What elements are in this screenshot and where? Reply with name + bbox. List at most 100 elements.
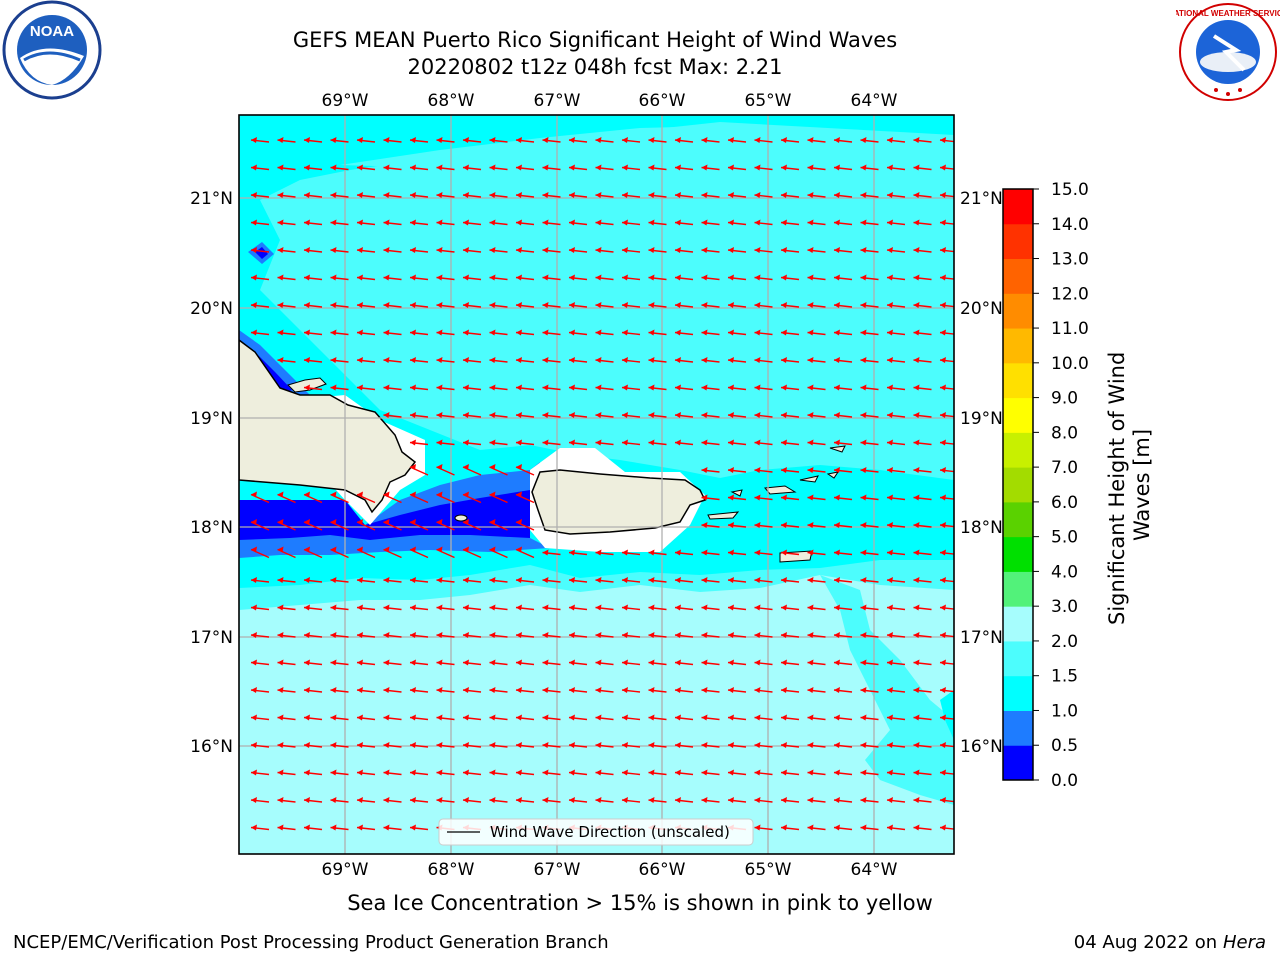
wave-direction-arrowhead [622, 742, 628, 748]
wave-direction-arrowhead [304, 247, 310, 253]
wave-direction-arrowhead [887, 769, 893, 776]
wave-direction-arrowhead [489, 384, 496, 391]
wave-direction-arrowhead [834, 687, 840, 693]
wave-direction-arrowhead [887, 247, 893, 253]
wave-direction-arrowhead [807, 769, 814, 776]
forecast-subtitle: 20220802 t12z 048h fcst Max: 2.21 [407, 55, 783, 79]
wave-direction-arrowhead [516, 464, 522, 470]
wave-direction-arrowhead [807, 357, 814, 363]
wave-direction-arrowhead [542, 219, 549, 226]
wave-direction-arrowhead [489, 659, 496, 666]
wave-direction-arrowhead [754, 384, 761, 391]
wave-direction-arrowhead [595, 742, 602, 748]
wave-direction-arrowhead [807, 494, 814, 501]
wave-direction-arrowhead [860, 742, 867, 748]
wave-direction-arrowhead [887, 604, 893, 611]
wave-direction-arrowhead [648, 797, 655, 803]
wave-direction-arrowhead [436, 797, 443, 803]
wave-direction-arrowhead [887, 219, 893, 226]
wave-direction-arrowhead [330, 192, 337, 198]
wave-direction-arrowhead [701, 577, 708, 583]
colorbar-tick-labels: 15.0 14.0 13.0 12.0 11.0 10.0 9.0 8.0 7.0 6.0 5.0 4… [1033, 180, 1089, 791]
plot-frame [238, 114, 955, 855]
wave-direction-arrowhead [622, 329, 628, 336]
wave-direction-arrowhead [436, 577, 443, 583]
wave-direction-arrowhead [754, 164, 761, 171]
wave-direction-arrowhead [410, 604, 416, 611]
wave-direction-arrowhead [622, 659, 628, 666]
colorbar-tick-label: 5.0 [1051, 528, 1078, 548]
wave-direction-arrowhead [781, 549, 787, 556]
wave-direction-arrowhead [595, 412, 602, 418]
wave-direction-arrowhead [489, 604, 496, 611]
wave-direction-arrowhead [887, 384, 893, 391]
wave-direction-arrowhead [489, 687, 496, 693]
wave-direction-arrowhead [330, 742, 337, 748]
wave-direction-arrowhead [569, 247, 575, 253]
wave-direction-arrowhead [277, 687, 284, 693]
wave-direction-arrowhead [648, 247, 655, 253]
wave-direction-arrowhead [860, 412, 867, 418]
wave-direction-arrowhead [781, 439, 787, 446]
wave-direction-arrowhead [728, 714, 734, 721]
wave-direction-arrowhead [834, 659, 840, 666]
nws-logo-text: NATIONAL WEATHER SERVICE [1176, 9, 1280, 18]
wave-direction-arrowhead [701, 302, 708, 308]
wave-direction-arrowhead [330, 714, 337, 721]
wave-direction-arrowhead [940, 769, 946, 776]
wave-direction-arrowhead [701, 797, 708, 803]
wave-direction-arrowhead [304, 714, 310, 721]
wave-direction-arrowhead [410, 164, 416, 171]
wave-direction-arrowhead [330, 659, 337, 666]
wave-direction-arrowhead [251, 219, 257, 226]
wave-direction-arrowhead [675, 714, 681, 721]
wave-direction-arrowhead [728, 494, 734, 501]
wave-direction-arrowhead [595, 714, 602, 721]
wave-direction-arrowhead [410, 797, 416, 803]
wave-direction-arrowhead [357, 491, 363, 498]
wave-direction-arrowhead [807, 137, 814, 143]
wave-direction-arrowhead [569, 192, 575, 198]
wave-direction-arrowhead [542, 769, 549, 776]
wave-direction-arrowhead [436, 137, 443, 143]
wave-direction-arrowhead [648, 274, 655, 281]
wave-direction-arrowhead [277, 604, 284, 611]
wave-direction-arrowhead [569, 219, 575, 226]
wave-direction-arrowhead [436, 769, 443, 776]
wave-direction-arrowhead [887, 357, 893, 363]
wave-direction-arrowhead [436, 192, 443, 198]
wave-direction-arrowhead [463, 192, 469, 198]
wave-direction-arrowhead [728, 769, 734, 776]
wave-direction-arrowhead [542, 274, 549, 281]
wave-direction-arrowhead [834, 192, 840, 198]
wave-direction-arrowhead [595, 247, 602, 253]
wave-direction-arrowhead [701, 769, 708, 776]
noaa-logo-text: NOAA [30, 23, 74, 40]
wave-direction-arrowhead [516, 412, 522, 418]
wave-direction-arrowhead [595, 384, 602, 391]
wave-direction-arrowhead [754, 797, 761, 803]
wave-direction-arrowhead [860, 494, 867, 501]
wave-direction-arrowhead [728, 192, 734, 198]
lon-tick-top: 64°W [851, 91, 898, 111]
wave-direction-arrowhead [807, 274, 814, 281]
wave-direction-arrowhead [728, 797, 734, 803]
wave-direction-arrowhead [701, 192, 708, 198]
wave-direction-arrowhead [701, 384, 708, 391]
wave-direction-arrowhead [542, 412, 549, 418]
colorbar-tick-label: 14.0 [1051, 215, 1089, 235]
wave-direction-arrowhead [436, 546, 443, 553]
wave-direction-arrowhead [728, 357, 734, 363]
wave-direction-arrowhead [569, 274, 575, 281]
wave-direction-arrowhead [251, 797, 257, 803]
lon-tick-bottom: 69°W [322, 860, 369, 880]
wind-wave-direction-arrows [250, 137, 954, 831]
wave-direction-arrowhead [887, 412, 893, 418]
wave-direction-arrowhead [516, 769, 522, 776]
lat-tick-left: 21°N [190, 189, 233, 209]
colorbar-label-line1: Significant Height of Wind [1105, 352, 1129, 625]
wave-direction-arrowhead [463, 219, 469, 226]
wave-direction-arrowhead [304, 192, 310, 198]
wave-direction-arrowhead [940, 164, 946, 171]
wave-direction-arrowhead [648, 687, 655, 693]
